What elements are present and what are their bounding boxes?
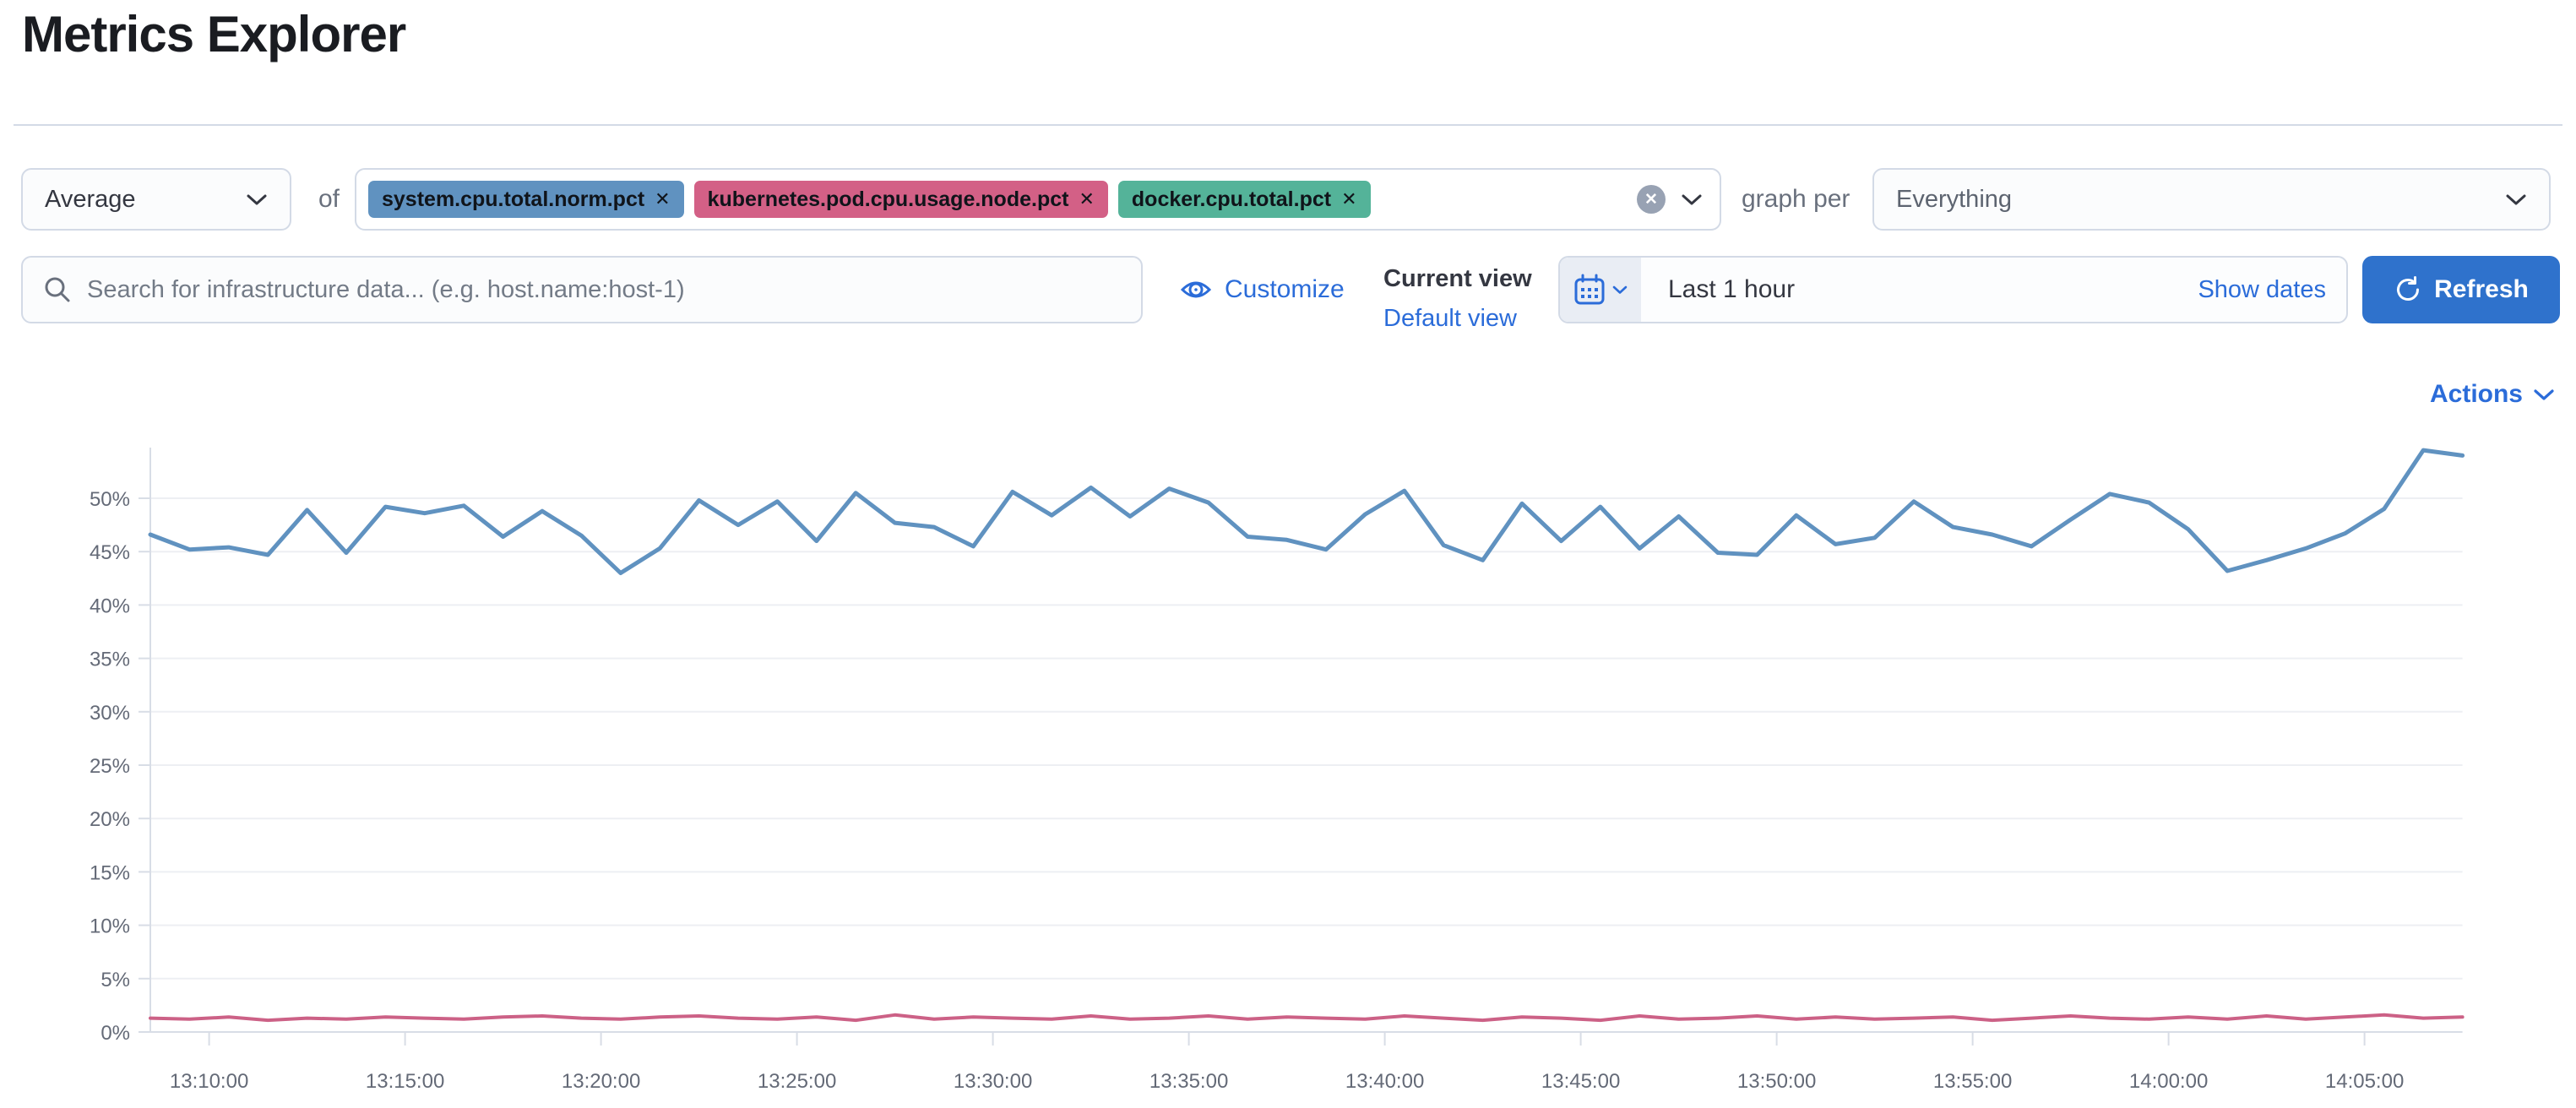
- svg-text:35%: 35%: [90, 649, 130, 671]
- svg-text:40%: 40%: [90, 595, 130, 617]
- chevron-down-icon: [247, 194, 267, 204]
- metric-tag[interactable]: system.cpu.total.norm.pct ✕: [368, 181, 684, 218]
- calendar-icon: [1574, 274, 1605, 305]
- chevron-down-icon: [1612, 285, 1628, 294]
- current-view-label: Current view: [1383, 265, 1532, 292]
- metric-tag-label: system.cpu.total.norm.pct: [382, 187, 645, 211]
- of-label: of: [318, 185, 340, 213]
- actions-menu-button[interactable]: Actions: [2430, 380, 2555, 409]
- chart-line-system.cpu.total.norm.pct: [148, 448, 2465, 575]
- svg-text:13:50:00: 13:50:00: [1737, 1070, 1816, 1093]
- metric-tags: system.cpu.total.norm.pct ✕ kubernetes.pod…: [368, 181, 1371, 218]
- svg-text:13:35:00: 13:35:00: [1149, 1070, 1228, 1093]
- graph-per-label: graph per: [1742, 185, 1850, 213]
- metric-tag-label: docker.cpu.total.pct: [1131, 187, 1332, 211]
- actions-label: Actions: [2429, 380, 2523, 408]
- metrics-combo-box[interactable]: system.cpu.total.norm.pct ✕ kubernetes.pod…: [355, 168, 1721, 231]
- svg-text:50%: 50%: [90, 488, 130, 511]
- svg-text:13:15:00: 13:15:00: [366, 1070, 444, 1093]
- svg-text:30%: 30%: [90, 702, 130, 725]
- refresh-icon: [2397, 276, 2420, 301]
- svg-text:20%: 20%: [90, 808, 130, 831]
- group-by-select[interactable]: Everything: [1872, 168, 2551, 231]
- customize-label: Customize: [1225, 275, 1345, 303]
- remove-metric-icon[interactable]: ✕: [1341, 188, 1357, 209]
- aggregation-value: Average: [45, 185, 136, 213]
- svg-text:45%: 45%: [90, 541, 130, 564]
- default-view-link[interactable]: Default view: [1383, 305, 1517, 332]
- search-box[interactable]: [21, 256, 1143, 323]
- svg-text:10%: 10%: [90, 915, 130, 938]
- chevron-down-icon[interactable]: [1681, 193, 1703, 206]
- show-dates-link[interactable]: Show dates: [2198, 275, 2326, 303]
- clear-metrics-icon[interactable]: ✕: [1637, 185, 1666, 214]
- svg-text:13:40:00: 13:40:00: [1345, 1070, 1424, 1093]
- svg-text:13:10:00: 13:10:00: [170, 1070, 248, 1093]
- chevron-down-icon: [2506, 194, 2526, 204]
- search-input[interactable]: [87, 275, 1124, 304]
- metric-tag[interactable]: docker.cpu.total.pct ✕: [1117, 181, 1371, 218]
- svg-text:0%: 0%: [101, 1022, 130, 1045]
- svg-text:14:05:00: 14:05:00: [2325, 1070, 2404, 1093]
- aggregation-select[interactable]: Average: [21, 168, 291, 231]
- group-by-value: Everything: [1896, 185, 2013, 213]
- svg-text:13:45:00: 13:45:00: [1541, 1070, 1620, 1093]
- svg-text:15%: 15%: [90, 861, 130, 884]
- metrics-chart: 0% 5% 10% 15% 20% 25% 30% 35% 40% 45% 50% 13:10:00 1…: [90, 448, 2465, 1093]
- eye-icon: [1180, 281, 1212, 298]
- chevron-down-icon: [2534, 388, 2554, 400]
- metric-tag[interactable]: kubernetes.pod.cpu.usage.node.pct ✕: [693, 181, 1108, 218]
- svg-text:13:55:00: 13:55:00: [1933, 1070, 2012, 1093]
- svg-text:13:20:00: 13:20:00: [562, 1070, 640, 1093]
- time-range-value[interactable]: Last 1 hour: [1668, 275, 1796, 303]
- time-picker: Last 1 hour Show dates: [1558, 256, 2348, 323]
- view-switcher: Current view Default view: [1383, 261, 1532, 336]
- chart-line-kubernetes.pod.cpu.usage.node.pct: [149, 1013, 2465, 1023]
- svg-text:5%: 5%: [101, 969, 130, 991]
- refresh-button[interactable]: Refresh: [2362, 256, 2560, 323]
- metric-tag-label: kubernetes.pod.cpu.usage.node.pct: [707, 187, 1069, 211]
- refresh-label: Refresh: [2434, 275, 2529, 303]
- svg-text:25%: 25%: [90, 755, 130, 778]
- svg-text:14:00:00: 14:00:00: [2129, 1070, 2208, 1093]
- svg-text:13:30:00: 13:30:00: [954, 1070, 1032, 1093]
- svg-text:13:25:00: 13:25:00: [758, 1070, 836, 1093]
- search-icon: [45, 277, 70, 302]
- time-quick-select-button[interactable]: [1560, 258, 1641, 322]
- header-divider: [14, 124, 2562, 126]
- remove-metric-icon[interactable]: ✕: [1079, 188, 1095, 209]
- customize-button[interactable]: Customize: [1179, 256, 1345, 323]
- page-title: Metrics Explorer: [22, 6, 406, 62]
- remove-metric-icon[interactable]: ✕: [655, 188, 671, 209]
